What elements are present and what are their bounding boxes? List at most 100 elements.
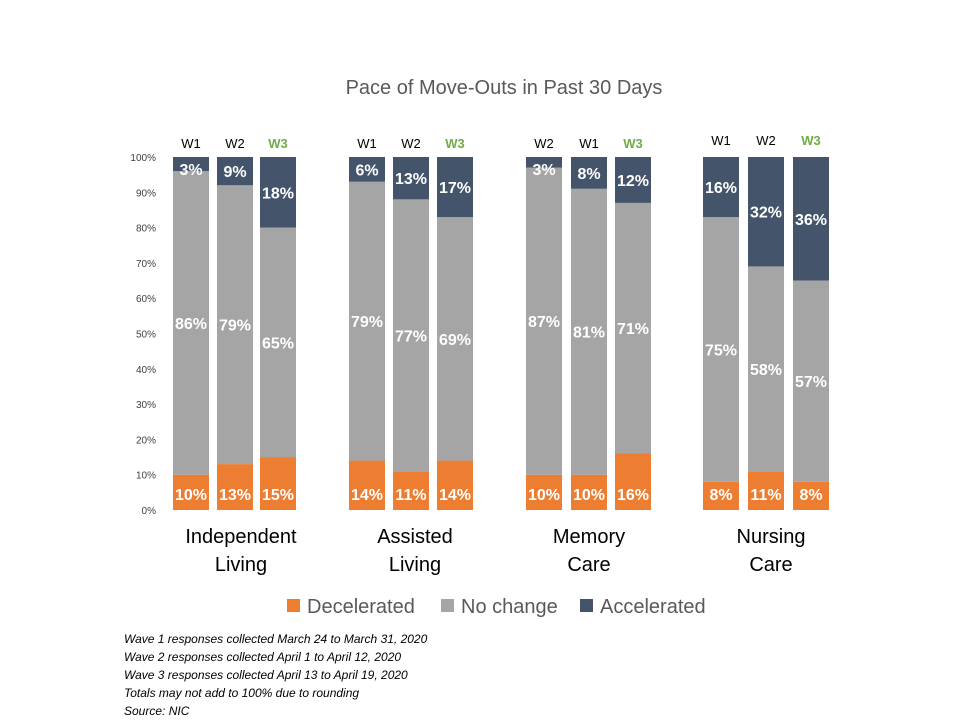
data-label: 58% xyxy=(750,362,782,379)
data-label: 15% xyxy=(262,487,294,504)
data-label: 86% xyxy=(175,316,207,333)
bar-segment-no-change xyxy=(173,171,209,475)
bar-segment-decelerated xyxy=(349,460,385,510)
wave-label: W3 xyxy=(445,136,465,151)
bar-segment-no-change xyxy=(437,217,473,461)
bar-group: W1 8% 75% 16% W2 11% 58% 32% W3 8% 57% 36% Nursing Ca… xyxy=(703,133,829,576)
data-label: 13% xyxy=(219,487,251,504)
data-label: 77% xyxy=(395,328,427,345)
bar-segment-decelerated xyxy=(703,481,739,510)
y-tick-label: 0% xyxy=(142,506,157,517)
data-label: 79% xyxy=(219,318,251,335)
y-tick-label: 70% xyxy=(136,259,156,270)
data-label: 14% xyxy=(351,487,383,504)
bar-segment-no-change xyxy=(526,167,562,475)
data-label: 57% xyxy=(795,374,827,391)
bar-segment-no-change xyxy=(748,266,784,472)
bar-segment-decelerated xyxy=(437,460,473,510)
bar-segment-accelerated xyxy=(393,157,429,200)
bar-group: W2 10% 87% 3% W1 10% 81% 8% W3 16% 71% 12% Memory Car… xyxy=(526,136,651,576)
wave-label: W1 xyxy=(181,136,201,151)
bar-segment-no-change xyxy=(260,227,296,458)
bar-segment-accelerated xyxy=(349,157,385,182)
bar-segment-decelerated xyxy=(571,474,607,510)
data-label: 36% xyxy=(795,212,827,229)
bar-segment-no-change xyxy=(393,199,429,472)
bar-segment-decelerated xyxy=(615,453,651,510)
wave-label: W3 xyxy=(268,136,288,151)
wave-label: W3 xyxy=(801,133,821,148)
wave-label: W1 xyxy=(579,136,599,151)
y-tick-label: 20% xyxy=(136,435,156,446)
category-label: Assisted xyxy=(377,526,453,548)
wave-label: W2 xyxy=(756,133,776,148)
data-label: 13% xyxy=(395,171,427,188)
wave-label: W1 xyxy=(357,136,377,151)
data-label: 87% xyxy=(528,314,560,331)
legend-swatch xyxy=(287,599,300,612)
bar-segment-decelerated xyxy=(173,474,209,510)
bar-segment-accelerated xyxy=(260,157,296,228)
data-label: 65% xyxy=(262,335,294,352)
data-label: 8% xyxy=(709,487,732,504)
data-label: 10% xyxy=(175,487,207,504)
data-label: 10% xyxy=(528,487,560,504)
y-tick-label: 60% xyxy=(136,294,156,305)
category-label: Care xyxy=(749,554,792,576)
data-label: 16% xyxy=(617,487,649,504)
data-label: 3% xyxy=(532,162,555,179)
data-label: 14% xyxy=(439,487,471,504)
bar-segment-accelerated xyxy=(217,157,253,186)
bar-segment-no-change xyxy=(571,188,607,475)
bar-segment-accelerated xyxy=(526,157,562,168)
bar-segment-decelerated xyxy=(793,481,829,510)
chart-title: Pace of Move-Outs in Past 30 Days xyxy=(346,77,663,99)
y-tick-label: 40% xyxy=(136,365,156,376)
legend: Decelerated No change Accelerated xyxy=(287,596,706,618)
data-label: 32% xyxy=(750,205,782,222)
wave-label: W2 xyxy=(225,136,245,151)
y-tick-label: 80% xyxy=(136,224,156,235)
bar-segment-decelerated xyxy=(217,464,253,510)
data-label: 6% xyxy=(355,162,378,179)
data-label: 11% xyxy=(750,487,781,504)
bar-segment-no-change xyxy=(349,181,385,461)
wave-label: W2 xyxy=(401,136,421,151)
legend-swatch xyxy=(441,599,454,612)
bar-segment-decelerated xyxy=(260,457,296,510)
data-label: 8% xyxy=(577,166,600,183)
data-label: 3% xyxy=(179,162,202,179)
y-tick-label: 50% xyxy=(136,330,156,341)
bar-segment-accelerated xyxy=(437,157,473,218)
bar-segment-accelerated xyxy=(703,157,739,218)
data-label: 17% xyxy=(439,180,471,197)
bar-group: W1 10% 86% 3% W2 13% 79% 9% W3 15% 65% 18% Independe… xyxy=(173,136,297,576)
y-tick-label: 30% xyxy=(136,400,156,411)
category-label: Memory xyxy=(553,526,625,548)
legend-label: No change xyxy=(461,596,558,618)
bar-segment-decelerated xyxy=(526,474,562,510)
legend-label: Accelerated xyxy=(600,596,706,618)
wave-label: W1 xyxy=(711,133,731,148)
data-label: 79% xyxy=(351,314,383,331)
data-label: 12% xyxy=(617,173,649,190)
category-label: Living xyxy=(215,554,267,576)
footnote-wave-3: Wave 3 responses collected April 13 to A… xyxy=(124,668,408,682)
data-label: 69% xyxy=(439,332,471,349)
category-label: Care xyxy=(567,554,610,576)
bar-segment-no-change xyxy=(217,185,253,465)
data-label: 8% xyxy=(799,487,822,504)
footnote-rounding: Totals may not add to 100% due to roundi… xyxy=(124,686,360,700)
data-label: 71% xyxy=(617,321,649,338)
data-label: 81% xyxy=(573,325,605,342)
bars-area: W1 10% 86% 3% W2 13% 79% 9% W3 15% 65% 18% Independe… xyxy=(173,133,829,576)
bar-segment-accelerated xyxy=(748,157,784,267)
bar-group: W1 14% 79% 6% W2 11% 77% 13% W3 14% 69% 17% Assisted… xyxy=(349,136,473,576)
category-label: Nursing xyxy=(737,526,806,548)
data-label: 75% xyxy=(705,342,737,359)
bar-segment-accelerated xyxy=(173,157,209,172)
bar-segment-no-change xyxy=(615,202,651,454)
data-label: 9% xyxy=(223,164,246,181)
category-label: Independent xyxy=(185,526,297,548)
